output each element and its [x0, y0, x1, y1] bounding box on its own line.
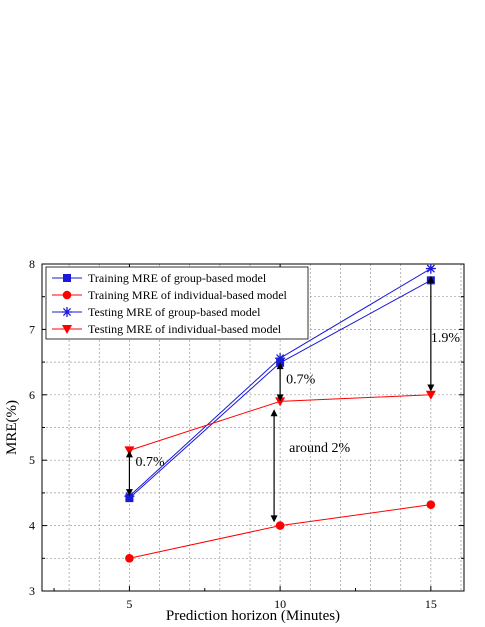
data-point: [425, 390, 436, 400]
data-point: [124, 491, 135, 502]
legend-label: Training MRE of individual-based model: [88, 288, 288, 302]
annotation-label: 1.9%: [431, 331, 461, 346]
annotation-arrowhead: [270, 515, 278, 523]
legend-entry: Testing MRE of group-based model: [52, 305, 261, 319]
annotation-arrowhead: [125, 450, 133, 458]
y-tick-label: 4: [29, 519, 35, 533]
x-axis-label: Prediction horizon (Minutes): [166, 608, 340, 624]
legend-box: [45, 266, 309, 340]
series-3: [124, 263, 436, 502]
series-2: [125, 500, 436, 563]
legend: Training MRE of group-based model Trainin…: [45, 266, 309, 340]
annotation-arrowhead: [276, 362, 284, 370]
annotation-label: 0.7%: [286, 372, 316, 387]
annotation-arrowhead: [427, 275, 435, 283]
data-point: [275, 521, 285, 530]
y-axis-label: MRE(%): [4, 400, 20, 455]
annotation-arrowhead: [125, 489, 133, 497]
annotation-arrowhead: [276, 394, 284, 402]
data-point: [426, 500, 436, 509]
legend-entry: Testing MRE of individual-based model: [52, 322, 282, 336]
data-point: [275, 353, 286, 364]
ticks: 5 10 15 3 4 5 6 7 8: [29, 257, 464, 611]
legend-marker: [62, 325, 72, 334]
annotations: 0.7% 0.7% around 2% 1.9%: [125, 275, 461, 523]
legend-marker: [63, 274, 71, 282]
y-tick-label: 3: [29, 584, 35, 598]
y-tick-label: 7: [29, 322, 35, 336]
y-tick-label: 8: [29, 257, 35, 271]
legend-label: Testing MRE of individual-based model: [88, 322, 282, 336]
grid: [42, 264, 464, 591]
legend-marker: [62, 290, 72, 300]
data-point: [125, 554, 134, 563]
x-tick-label: 15: [425, 597, 437, 611]
y-tick-label: 6: [29, 388, 35, 402]
legend-label: Testing MRE of group-based model: [88, 305, 261, 319]
x-tick-label: 5: [126, 597, 132, 611]
annotation-label: around 2%: [289, 441, 350, 456]
data-point: [425, 263, 436, 274]
legend-marker: [62, 307, 72, 317]
annotation-arrowhead: [427, 384, 435, 392]
data-point: [275, 397, 286, 407]
y-tick-label: 5: [29, 453, 35, 467]
annotation-label: 0.7%: [135, 455, 165, 470]
x-tick-label: 10: [274, 597, 286, 611]
legend-entry: Training MRE of group-based model: [52, 271, 267, 285]
annotation-arrowhead: [270, 409, 278, 417]
legend-label: Training MRE of group-based model: [88, 271, 267, 285]
legend-entry: Training MRE of individual-based model: [52, 288, 288, 302]
